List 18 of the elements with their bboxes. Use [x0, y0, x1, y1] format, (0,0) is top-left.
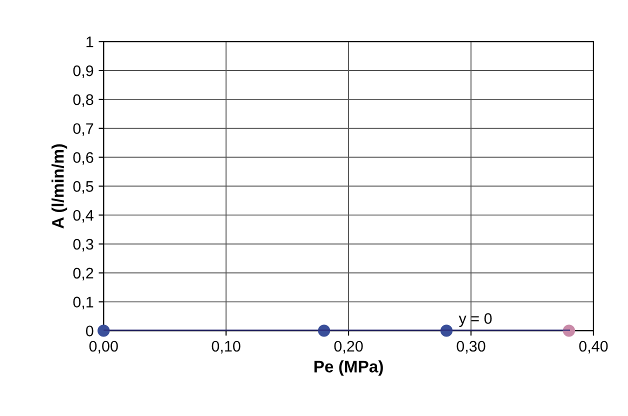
- y-tick-label: 0,5: [73, 181, 94, 194]
- y-tick-label: 0,8: [73, 94, 94, 107]
- y-axis-title: A (l/min/m): [52, 144, 68, 228]
- x-axis-title: Pe (MPa): [314, 360, 383, 376]
- y-tick-label: 0,3: [73, 238, 94, 252]
- y-tick-label: 0,1: [73, 296, 94, 310]
- x-tick-label: 0,10: [212, 340, 240, 354]
- y-tick-label: 1: [86, 36, 94, 48]
- x-tick-label: 0,30: [456, 340, 486, 354]
- y-tick-label: 0,6: [73, 152, 94, 165]
- y-tick-label: 0: [86, 326, 94, 336]
- y-tick-label: 0,9: [73, 65, 94, 78]
- x-tick-label: 0,20: [334, 340, 363, 354]
- x-tick-label: 0,00: [89, 340, 118, 354]
- x-tick-label: 0,40: [579, 340, 608, 354]
- y-tick-label: 0,2: [73, 268, 94, 280]
- y-tick-label: 0,7: [73, 123, 94, 136]
- y-tick-label: 0,4: [73, 210, 94, 223]
